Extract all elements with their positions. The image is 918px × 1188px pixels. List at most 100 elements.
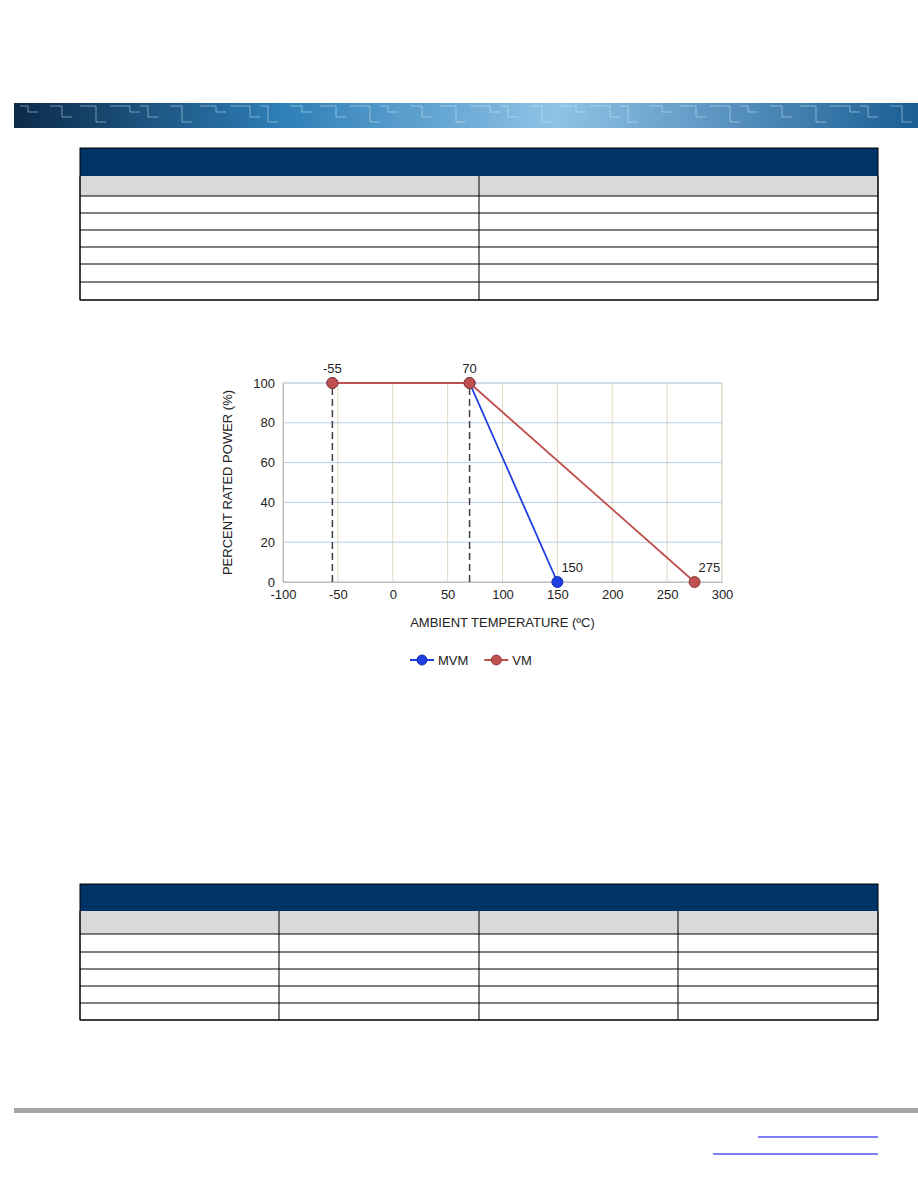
tick: 100 bbox=[492, 582, 514, 602]
series-marker bbox=[689, 577, 700, 588]
grid-line-x bbox=[557, 383, 558, 582]
annotation: 150 bbox=[561, 560, 583, 575]
x-axis: -100-50050100150200250300 bbox=[270, 582, 733, 602]
top-table bbox=[80, 148, 878, 300]
grid bbox=[283, 383, 722, 582]
reference-line bbox=[332, 383, 334, 582]
grid-line-x bbox=[283, 383, 284, 582]
series bbox=[327, 378, 700, 588]
circuit-line bbox=[590, 106, 620, 117]
tick: 100 bbox=[253, 376, 283, 391]
tick: 50 bbox=[441, 582, 455, 602]
series-marker bbox=[464, 378, 475, 389]
legend-label: VM bbox=[512, 653, 532, 668]
legend-marker bbox=[417, 655, 427, 665]
series-marker bbox=[327, 378, 338, 389]
table-col-line bbox=[479, 911, 480, 1020]
circuit-line bbox=[890, 106, 912, 122]
circuit-line bbox=[620, 106, 638, 122]
grid-line-x bbox=[392, 383, 393, 582]
circuit-line bbox=[20, 106, 38, 112]
tick-label: 250 bbox=[657, 587, 679, 602]
circuit-line bbox=[200, 106, 226, 112]
series-line bbox=[332, 383, 694, 582]
tick-label: 300 bbox=[712, 587, 734, 602]
circuit-line bbox=[320, 106, 346, 117]
tick-label: 0 bbox=[268, 575, 275, 590]
grid-line-y bbox=[283, 542, 722, 543]
annotation: -55 bbox=[323, 361, 342, 376]
axis-line bbox=[283, 384, 284, 583]
circuit-line bbox=[650, 106, 672, 112]
table-frame bbox=[80, 884, 878, 1020]
reference-lines bbox=[332, 383, 469, 582]
tick-label: 80 bbox=[261, 415, 275, 430]
legend-label: MVM bbox=[438, 653, 468, 668]
grid-line-y bbox=[283, 422, 722, 423]
circuit-line bbox=[860, 106, 878, 117]
y-axis-title: PERCENT RATED POWER (%) bbox=[220, 390, 235, 575]
tick-label: 40 bbox=[261, 495, 275, 510]
grid-line-y bbox=[283, 462, 722, 463]
tick: 60 bbox=[261, 455, 283, 470]
footer-link bbox=[713, 1154, 878, 1155]
legend-marker bbox=[491, 655, 501, 665]
bottom-table bbox=[80, 884, 878, 1020]
legend-item: VM bbox=[484, 653, 532, 668]
tick-label: 100 bbox=[253, 376, 275, 391]
grid-line-x bbox=[447, 383, 448, 582]
circuit-line bbox=[260, 106, 278, 122]
circuit-line bbox=[440, 106, 466, 122]
grid-line-x bbox=[722, 383, 723, 582]
table-header bbox=[80, 148, 878, 176]
series-marks bbox=[327, 378, 700, 588]
series-marker bbox=[552, 577, 563, 588]
grid-line-x bbox=[337, 383, 338, 582]
x-axis-title: AMBIENT TEMPERATURE (ºC) bbox=[410, 615, 595, 630]
circuit-line bbox=[110, 106, 140, 112]
tick-label: 200 bbox=[602, 587, 624, 602]
circuit-line bbox=[380, 106, 398, 112]
grid-line-x bbox=[612, 383, 613, 582]
reference-line bbox=[469, 383, 471, 582]
axis-line bbox=[284, 582, 723, 583]
tick: 200 bbox=[602, 582, 624, 602]
circuit-line bbox=[140, 106, 158, 117]
circuit-line bbox=[530, 106, 552, 122]
tick: 300 bbox=[712, 582, 734, 602]
y-axis: 0 20 40 60 80 100 bbox=[253, 376, 283, 590]
grid-line-y bbox=[283, 582, 722, 583]
grid-line-x bbox=[667, 383, 668, 582]
annotations: -55 70 150 275 bbox=[323, 361, 720, 575]
annotation: 70 bbox=[462, 361, 476, 376]
table-header bbox=[80, 884, 878, 911]
table-col-line bbox=[279, 911, 280, 1020]
series-marker bbox=[464, 378, 475, 389]
circuit-line bbox=[500, 106, 518, 117]
legend: MVM VM bbox=[410, 653, 532, 668]
series-line bbox=[332, 383, 557, 582]
tick-label: 150 bbox=[547, 587, 569, 602]
tick: -50 bbox=[329, 582, 348, 602]
table-col-line bbox=[479, 176, 480, 300]
table-frame bbox=[80, 148, 878, 300]
circuit-line bbox=[740, 106, 758, 112]
tick: 20 bbox=[261, 535, 283, 550]
circuit-line bbox=[80, 106, 106, 122]
circuit-line bbox=[410, 106, 432, 117]
circuit-line bbox=[800, 106, 826, 122]
tick-label: 0 bbox=[390, 587, 397, 602]
plot-area bbox=[283, 383, 722, 582]
circuit-line bbox=[50, 106, 72, 117]
tick-label: 60 bbox=[261, 455, 275, 470]
banner-circuit bbox=[20, 106, 912, 122]
circuit-line bbox=[680, 106, 706, 117]
tick-label: -50 bbox=[329, 587, 348, 602]
footer-link bbox=[758, 1137, 878, 1138]
annotation: 275 bbox=[699, 560, 721, 575]
circuit-line bbox=[830, 106, 860, 112]
circuit-line bbox=[350, 106, 380, 122]
tick: 250 bbox=[657, 582, 679, 602]
table-col-line bbox=[678, 911, 679, 1020]
footer-bar bbox=[14, 1108, 918, 1113]
